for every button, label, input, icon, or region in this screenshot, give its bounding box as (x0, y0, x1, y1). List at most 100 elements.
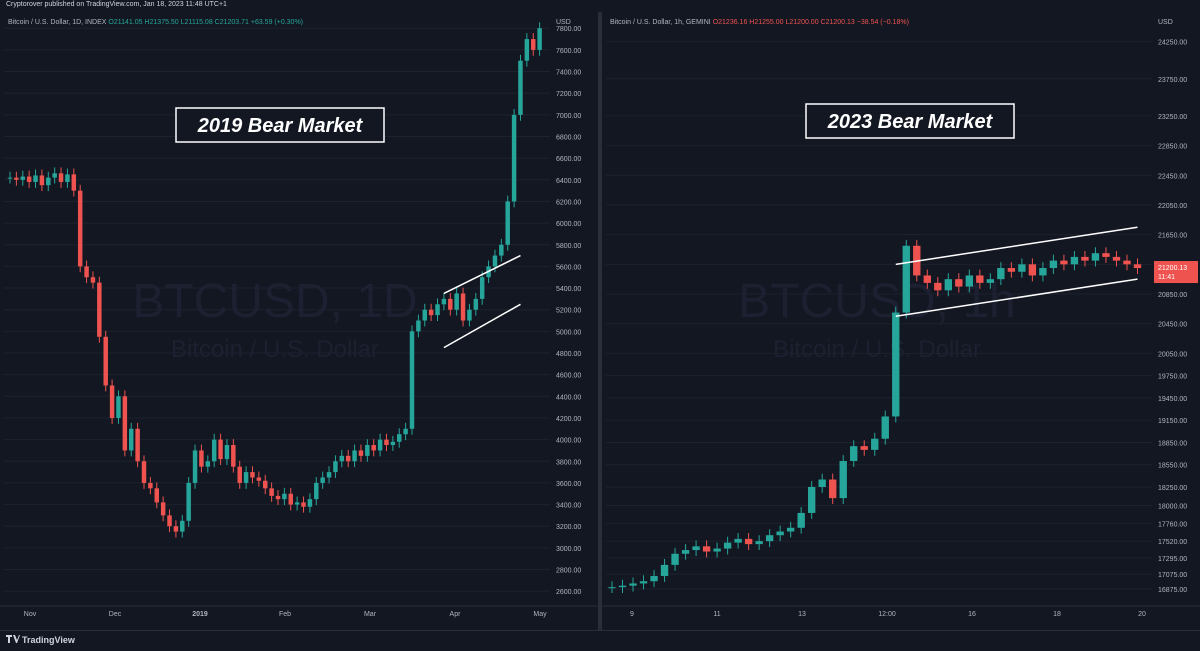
y-tick-label: 17295.00 (1158, 556, 1187, 563)
candle-body (224, 445, 230, 460)
candle-body (713, 548, 721, 552)
candle-body (797, 512, 805, 528)
candle-body (671, 553, 679, 565)
candle-body (808, 486, 816, 513)
candle-body (52, 173, 57, 178)
candle-body (26, 176, 32, 182)
candle-body (660, 564, 669, 577)
candle-body (390, 441, 396, 446)
candle-body (976, 275, 984, 283)
candle-body (160, 502, 166, 516)
candle-body (1091, 253, 1100, 261)
panel-divider[interactable] (598, 12, 602, 630)
candle-body (186, 482, 191, 521)
y-tick-label: 19750.00 (1158, 374, 1187, 381)
candle-body (97, 282, 102, 337)
y-tick-label: 3000.00 (556, 546, 581, 553)
candle-body (301, 502, 306, 507)
candle-body (473, 298, 479, 310)
y-tick-label: 23250.00 (1158, 114, 1187, 121)
x-tick-label: 11 (713, 611, 720, 618)
candle-body (269, 488, 274, 496)
candle-body (84, 266, 89, 278)
chart-left-svg[interactable]: 7800.00 7600.00 7400.00 7200.00 7000.00 6800.… (0, 12, 598, 630)
y-tick-label: 5000.00 (556, 329, 581, 336)
y-tick-label: 17760.00 (1158, 521, 1187, 528)
candle-body (818, 479, 826, 487)
candle-body (765, 535, 774, 542)
annotation-box (805, 103, 1015, 139)
y-tick-label: 7600.00 (556, 48, 581, 55)
chart-right-svg[interactable]: 24250.00 23750.00 23250.00 22850.00 22450.00… (602, 12, 1200, 630)
candle-body (71, 174, 77, 191)
channel-lower-line (895, 278, 1138, 318)
y-tick-label: 6600.00 (556, 156, 581, 163)
candle-body (352, 450, 357, 462)
last-price-value: 21200.13 (1158, 265, 1187, 272)
candle-body (416, 320, 421, 332)
y-tick-label: 5200.00 (556, 308, 581, 315)
candle-body (1018, 264, 1026, 272)
candle-body (965, 275, 974, 287)
y-tick-label: 16875.00 (1158, 587, 1187, 594)
candle-body (1112, 256, 1121, 261)
y-tick-label: 4600.00 (556, 373, 581, 380)
candle-body (734, 538, 742, 543)
candle-body (326, 472, 332, 478)
y-tick-label: 17075.00 (1158, 572, 1187, 579)
publish-header: Cryptorover published on TradingView.com… (0, 0, 1200, 12)
y-tick-label: 2600.00 (556, 589, 581, 596)
candle-body (365, 445, 370, 456)
candle-body (479, 277, 485, 299)
candle-body (58, 173, 64, 182)
candle-body (345, 455, 351, 462)
x-tick-label: May (533, 611, 547, 618)
candle-body (467, 309, 472, 321)
tradingview-logo-icon[interactable] (6, 635, 20, 645)
candle-body (428, 309, 434, 316)
legend-line: Bitcoin / U.S. Dollar, 1D, INDEX O21141.… (8, 19, 303, 26)
candle-body (77, 190, 83, 267)
candle-body (1060, 260, 1068, 265)
y-tick-label: 7800.00 (556, 26, 581, 33)
x-tick-label: Nov (24, 611, 37, 618)
currency-label: USD (1158, 19, 1173, 26)
candle-body (314, 482, 319, 500)
candle-body (448, 298, 453, 310)
candle-body (103, 336, 108, 386)
candle-body (639, 581, 648, 584)
candle-body (294, 502, 300, 505)
candle-body (531, 39, 536, 50)
candle-body (492, 255, 498, 267)
candle-body (744, 538, 753, 545)
y-tick-label: 7000.00 (556, 113, 581, 120)
candle-body (1028, 264, 1037, 276)
tradingview-brand[interactable]: TradingView (22, 635, 75, 645)
candle-body (650, 576, 658, 582)
candle-body (384, 439, 389, 446)
y-tick-label: 4200.00 (556, 416, 581, 423)
candle-body (892, 312, 900, 417)
candle-body (358, 450, 364, 456)
y-tick-label: 4400.00 (556, 394, 581, 401)
channel-upper-line (443, 254, 521, 295)
candle-body (997, 268, 1005, 280)
candle-body (409, 331, 415, 429)
candle-body (505, 201, 510, 245)
y-tick-label: 18850.00 (1158, 440, 1187, 447)
footer-bar: TradingView (0, 630, 1200, 651)
y-tick-label: 19450.00 (1158, 396, 1187, 403)
chart-left-panel[interactable]: 7800.00 7600.00 7400.00 7200.00 7000.00 6800.… (0, 12, 598, 630)
candle-body (116, 396, 121, 418)
candle-body (629, 583, 637, 586)
candle-body (211, 439, 217, 462)
legend-line: Bitcoin / U.S. Dollar, 1h, GEMINI O21236… (610, 19, 909, 26)
candle-body (441, 298, 447, 305)
x-tick-label: 13 (798, 611, 806, 618)
candle-body (148, 482, 153, 489)
candle-body (307, 499, 313, 507)
chart-right-panel[interactable]: 24250.00 23750.00 23250.00 22850.00 22450.00… (602, 12, 1200, 630)
candle-body (90, 277, 96, 283)
candle-body (218, 439, 223, 460)
candle-body (339, 455, 345, 462)
